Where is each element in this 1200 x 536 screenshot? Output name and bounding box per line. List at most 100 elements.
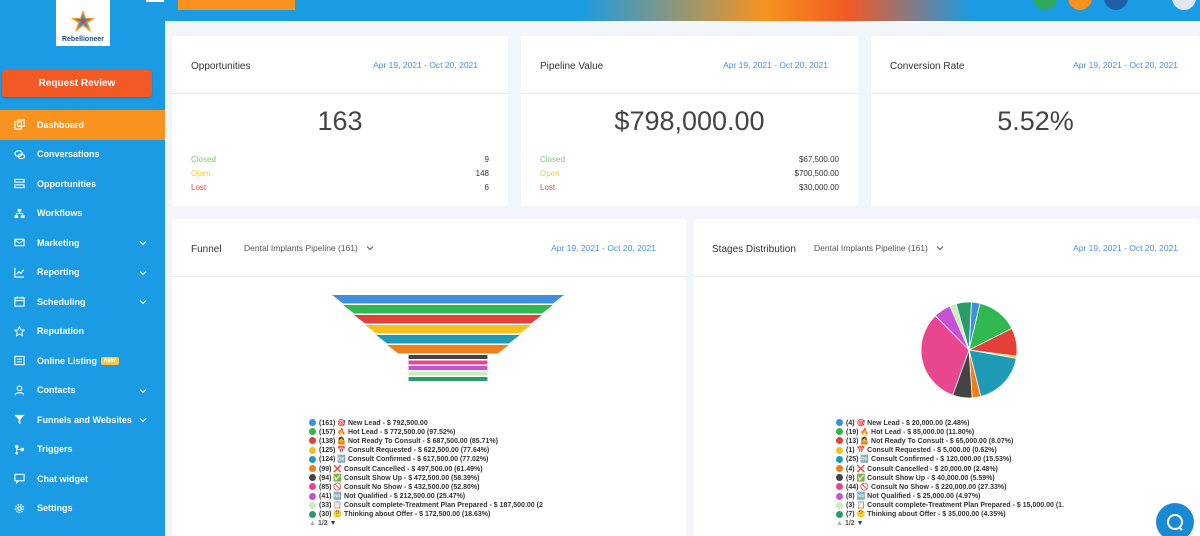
stat-label: Closed bbox=[191, 155, 216, 164]
date-range[interactable]: Apr 19, 2021 - Oct 20, 2021 bbox=[551, 243, 656, 253]
sidebar-item-funnels-websites[interactable]: Funnels and Websites bbox=[0, 405, 165, 435]
legend-label: (19) 🔥 Hot Lead - $ 85,000.00 (11.80%) bbox=[846, 428, 975, 436]
brand-logo[interactable]: Rebellioneer bbox=[56, 0, 110, 46]
sidebar-item-label: Marketing bbox=[37, 237, 80, 248]
legend-item[interactable]: (19) 🔥 Hot Lead - $ 85,000.00 (11.80%) bbox=[836, 427, 1064, 436]
funnel-stage-4[interactable] bbox=[376, 335, 520, 344]
legend-item[interactable]: (161) 🎯 New Lead - $ 792,500.00 bbox=[309, 418, 543, 427]
legend-item[interactable]: (124) 🆗 Consult Confirmed - $ 617,500.00… bbox=[309, 455, 543, 464]
funnel-stage-8[interactable] bbox=[408, 366, 488, 370]
card-title: Conversion Rate bbox=[890, 61, 965, 72]
pipeline-total: $798,000.00 bbox=[614, 106, 765, 136]
help-chat-button[interactable] bbox=[1156, 503, 1194, 536]
pipeline-select[interactable]: Dental Implants Pipeline (161) bbox=[814, 243, 944, 253]
top-bar-tab[interactable] bbox=[178, 0, 295, 10]
sidebar-item-contacts[interactable]: Contacts bbox=[0, 376, 165, 406]
funnel-stage-1[interactable] bbox=[343, 305, 553, 314]
legend-item[interactable]: (125) 📅 Consult Requested - $ 622,500.00… bbox=[309, 446, 543, 455]
chevron-down-icon bbox=[139, 388, 147, 393]
funnel-stage-10[interactable] bbox=[408, 377, 488, 381]
stat-label: Lost bbox=[191, 183, 207, 192]
legend-item[interactable]: (8) 🆖 Not Qualified - $ 25,000.00 (4.97%… bbox=[836, 492, 1064, 501]
sidebar-item-label: Contacts bbox=[37, 385, 76, 396]
chat-bubbles-icon bbox=[13, 148, 25, 160]
sidebar-item-conversations[interactable]: Conversations bbox=[0, 140, 165, 170]
sidebar-item-label: Dashboard bbox=[37, 119, 85, 130]
top-avatar-orange[interactable] bbox=[1068, 0, 1092, 10]
legend-label: (7) 🤔 Thinking about Offer - $ 35,000.00… bbox=[846, 511, 1006, 519]
legend-item[interactable]: (44) 🚫 Consult No Show - $ 220,000.00 (2… bbox=[836, 482, 1064, 491]
funnel-stage-0[interactable] bbox=[332, 295, 564, 304]
legend-item[interactable]: (9) ✅ Consult Show Up - $ 40,000.00 (5.5… bbox=[836, 473, 1064, 482]
sidebar-item-label: Opportunities bbox=[37, 178, 96, 189]
date-range[interactable]: Apr 19, 2021 - Oct 20, 2021 bbox=[1073, 243, 1178, 253]
sidebar-item-dashboard[interactable]: Dashboard bbox=[0, 110, 165, 140]
date-range[interactable]: Apr 19, 2021 - Oct 20, 2021 bbox=[373, 60, 478, 70]
calendar-icon bbox=[13, 296, 25, 308]
top-avatar-blue[interactable] bbox=[1104, 0, 1128, 10]
pipeline-select[interactable]: Dental Implants Pipeline (161) bbox=[244, 243, 374, 253]
legend-label: (4) 🎯 New Lead - $ 20,000.00 (2.48%) bbox=[846, 419, 970, 427]
sidebar-item-marketing[interactable]: Marketing bbox=[0, 228, 165, 258]
funnel-stage-6[interactable] bbox=[408, 355, 488, 359]
top-avatar-green[interactable] bbox=[1033, 0, 1057, 10]
sidebar-item-triggers[interactable]: Triggers bbox=[0, 435, 165, 465]
legend-item[interactable]: (99) ❌ Consult Cancelled - $ 497,500.00 … bbox=[309, 464, 543, 473]
chevron-down-icon bbox=[936, 246, 944, 251]
legend-dot bbox=[309, 501, 316, 509]
legend-item[interactable]: (30) 🤔 Thinking about Offer - $ 172,500.… bbox=[309, 510, 543, 519]
pager-up-icon[interactable]: ▲ bbox=[309, 520, 316, 528]
funnel-stage-9[interactable] bbox=[408, 371, 488, 376]
sidebar-item-reporting[interactable]: Reporting bbox=[0, 258, 165, 288]
funnel-stage-5[interactable] bbox=[387, 345, 509, 354]
legend-item[interactable]: (3) 📋 Consult complete-Treatment Plan Pr… bbox=[836, 501, 1064, 510]
pie-slice-7[interactable] bbox=[920, 315, 970, 396]
legend-dot bbox=[309, 492, 316, 500]
legend-item[interactable]: (94) ✅ Consult Show Up - $ 472,500.00 (5… bbox=[309, 473, 543, 482]
hamburger-menu-icon[interactable] bbox=[146, 0, 164, 4]
funnel-stage-3[interactable] bbox=[365, 325, 531, 334]
request-review-button[interactable]: Request Review bbox=[2, 70, 152, 97]
sidebar-item-opportunities[interactable]: Opportunities bbox=[0, 169, 165, 199]
legend-label: (41) 🆖 Not Qualified - $ 212,500.00 (25.… bbox=[319, 493, 466, 501]
pie-slice-4[interactable] bbox=[968, 349, 1017, 398]
stat-row-lost: Lost $30,000.00 bbox=[540, 183, 839, 192]
top-avatar-user[interactable] bbox=[1172, 0, 1196, 10]
sidebar-item-label: Triggers bbox=[37, 444, 73, 455]
legend-item[interactable]: (7) 🤔 Thinking about Offer - $ 35,000.00… bbox=[836, 510, 1064, 519]
funnel-stage-7[interactable] bbox=[408, 360, 488, 365]
stat-row-closed: Closed $67,500.00 bbox=[540, 155, 839, 164]
pie-slice-10[interactable] bbox=[955, 301, 972, 351]
sidebar-item-settings[interactable]: Settings bbox=[0, 494, 165, 524]
legend-item[interactable]: (4) 🎯 New Lead - $ 20,000.00 (2.48%) bbox=[836, 418, 1064, 427]
legend-dot bbox=[836, 492, 843, 500]
stat-row-lost: Lost 6 bbox=[191, 183, 489, 192]
legend-item[interactable]: (13) 🤷 Not Ready To Consult - $ 65,000.0… bbox=[836, 436, 1064, 445]
card-title: Funnel bbox=[191, 244, 222, 255]
legend-item[interactable]: (157) 🔥 Hot Lead - $ 772,500.00 (97.52%) bbox=[309, 427, 543, 436]
legend-item[interactable]: (33) 📋 Consult complete-Treatment Plan P… bbox=[309, 501, 543, 510]
funnel-stage-2[interactable] bbox=[354, 315, 542, 324]
pager-down-icon[interactable]: ▼ bbox=[329, 520, 337, 528]
legend-item[interactable]: (41) 🆖 Not Qualified - $ 212,500.00 (25.… bbox=[309, 492, 543, 501]
sidebar-item-chat-widget[interactable]: Chat widget bbox=[0, 464, 165, 494]
legend-label: (161) 🎯 New Lead - $ 792,500.00 bbox=[319, 419, 428, 427]
pager-down-icon[interactable]: ▼ bbox=[856, 520, 864, 528]
chevron-down-icon bbox=[366, 246, 374, 251]
legend-item[interactable]: (25) 🆗 Consult Confirmed - $ 120,000.00 … bbox=[836, 455, 1064, 464]
legend-item[interactable]: (85) 🚫 Consult No Show - $ 432,500.00 (5… bbox=[309, 482, 543, 491]
sidebar-item-reputation[interactable]: Reputation bbox=[0, 317, 165, 347]
legend-item[interactable]: (4) ❌ Consult Cancelled - $ 20,000.00 (2… bbox=[836, 464, 1064, 473]
legend-item[interactable]: (1) 📅 Consult Requested - $ 5,000.00 (0.… bbox=[836, 446, 1064, 455]
legend-item[interactable]: (138) 🤷 Not Ready To Consult - $ 687,500… bbox=[309, 436, 543, 445]
sidebar-item-scheduling[interactable]: Scheduling bbox=[0, 287, 165, 317]
sidebar-item-workflows[interactable]: Workflows bbox=[0, 199, 165, 229]
logo-text: Rebellioneer bbox=[61, 36, 104, 43]
date-range[interactable]: Apr 19, 2021 - Oct 20, 2021 bbox=[723, 60, 828, 70]
sidebar-item-online-listing[interactable]: Online Listing new bbox=[0, 346, 165, 376]
date-range[interactable]: Apr 19, 2021 - Oct 20, 2021 bbox=[1073, 60, 1178, 70]
legend-dot bbox=[309, 446, 316, 454]
legend-dot bbox=[836, 474, 843, 482]
pager-up-icon[interactable]: ▲ bbox=[836, 520, 843, 528]
funnel-chart bbox=[332, 295, 564, 381]
